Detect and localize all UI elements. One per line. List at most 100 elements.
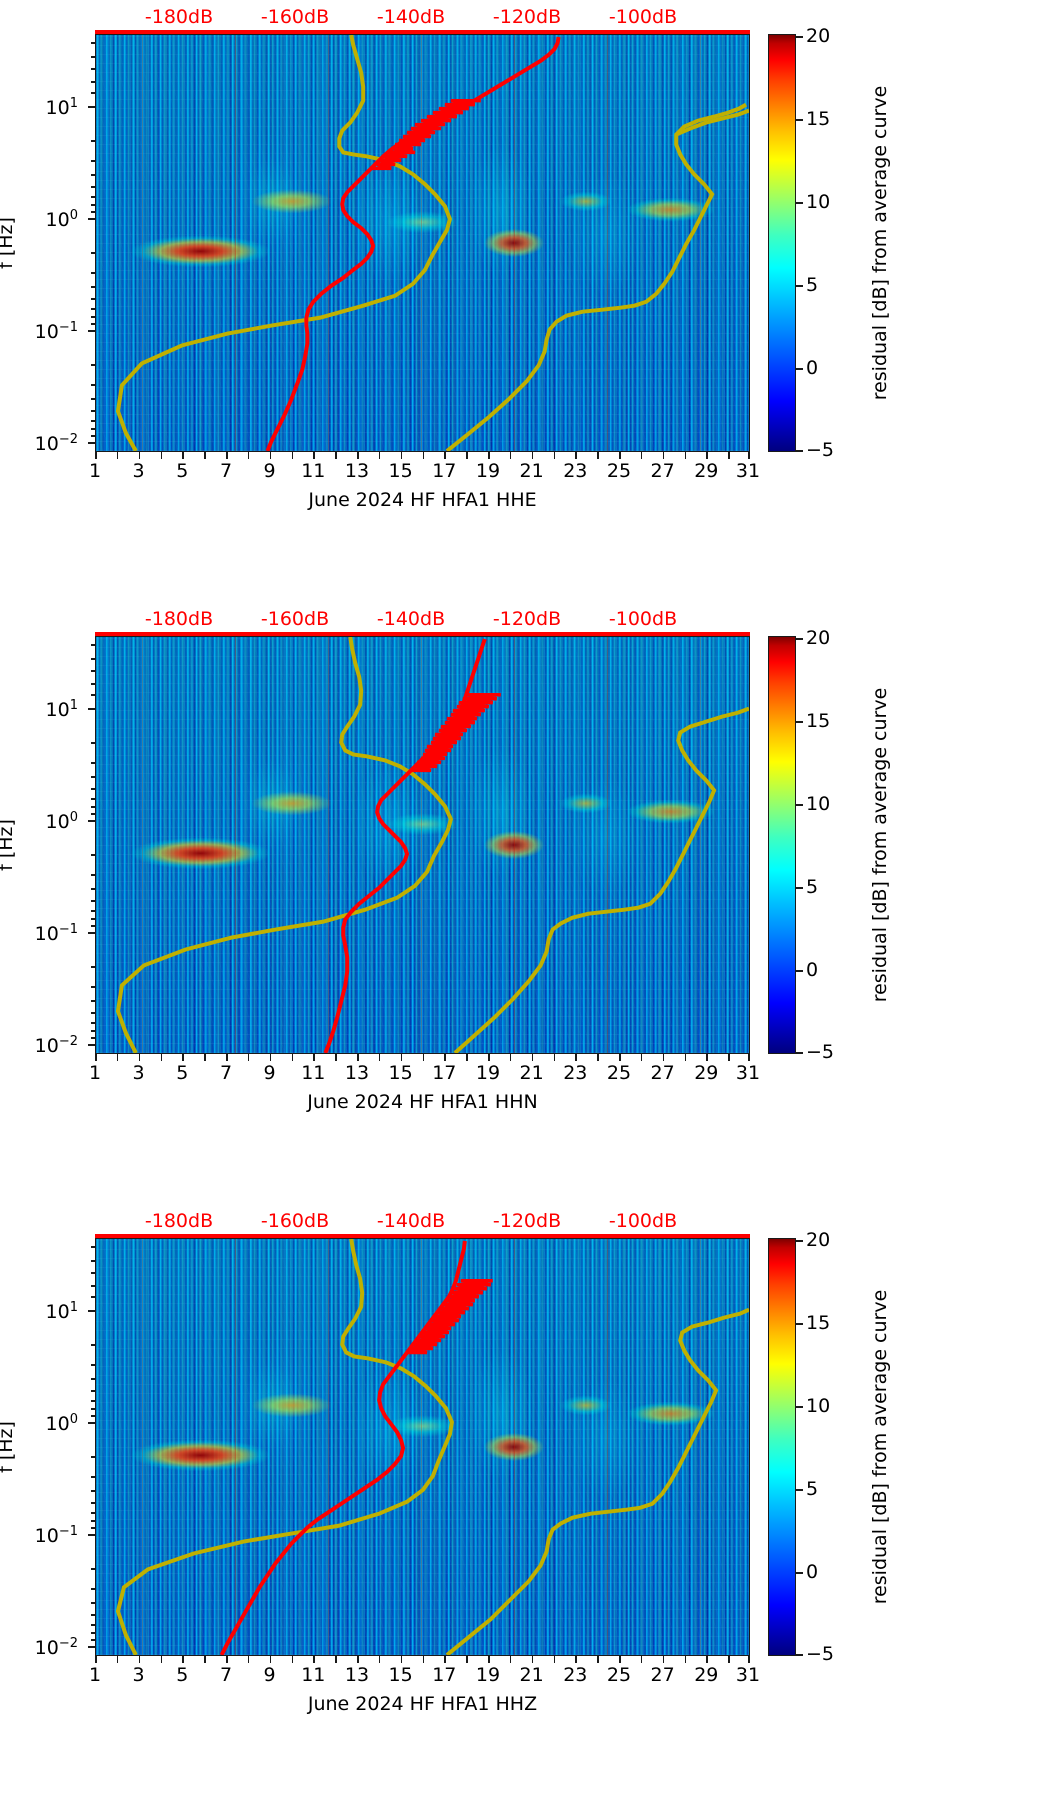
x-tick-label: 21 [519, 1664, 544, 1686]
x-tick-label: 19 [475, 1664, 501, 1686]
y-tick-label-10e1: 101 [45, 1299, 78, 1324]
y-tick-label-10e-1: 10−1 [34, 319, 78, 344]
y-tick-label-10e0: 100 [45, 1411, 78, 1436]
x-tick-label: 31 [735, 1664, 761, 1686]
db-label-0: -180dB [144, 1210, 214, 1232]
x-tick-label: 29 [694, 1062, 719, 1084]
x-tick-label: 5 [176, 1664, 189, 1686]
x-tick-label: 25 [606, 1062, 632, 1084]
x-axis-labels: 1 3 5 7 9 11 13 15 17 19 21 23 25 27 29 … [0, 1061, 1052, 1087]
overlay-curves-hhn [115, 637, 749, 1053]
spectrogram-panel-hhz: -180dB -160dB -140dB -120dB -100dB [0, 1204, 1052, 1806]
db-label-4: -100dB [608, 608, 678, 630]
panel-title-hhe: June 2024 HF HFA1 HHE [308, 489, 537, 511]
db-label-1: -160dB [260, 1210, 330, 1232]
x-tick-label: 13 [344, 1062, 370, 1084]
x-tick-label: 13 [344, 460, 370, 482]
x-tick-label: 31 [735, 1062, 761, 1084]
x-tick-label: 21 [519, 460, 544, 482]
x-tick-label: 11 [301, 460, 326, 482]
spectrogram-texture [96, 1239, 749, 1655]
colorbar-tick-label: 0 [806, 1561, 819, 1583]
y-axis-title: f [Hz] [0, 819, 17, 871]
x-tick-label: 15 [388, 1664, 413, 1686]
db-label-3: -120dB [492, 1210, 562, 1232]
y-axis-title: f [Hz] [0, 217, 17, 269]
x-tick-label: 15 [388, 1062, 413, 1084]
yellow-curve-low [115, 637, 454, 1053]
colorbar-tick-label: 20 [806, 25, 831, 47]
overlay-curves-hhe [115, 35, 749, 451]
colorbar-ticks [796, 636, 803, 1054]
red-psd-curve [265, 36, 561, 451]
colorbar-tick-label: 10 [806, 793, 831, 815]
x-tick-label: 27 [650, 1664, 675, 1686]
x-tick-label: 9 [263, 1062, 276, 1084]
colorbar-tick-label: 10 [806, 1395, 831, 1417]
x-tick-label: 3 [132, 460, 145, 482]
colorbar-tick-label: 0 [806, 357, 819, 379]
y-tick-label-10e-2: 10−2 [34, 431, 78, 456]
colorbar-tick-label: 5 [806, 1478, 819, 1500]
y-axis-labels: 101 100 10−1 10−2 [0, 1238, 88, 1659]
x-axis-ticks [95, 452, 750, 459]
colorbar-labels: 20 15 10 5 0 −5 [806, 627, 866, 1063]
y-tick-label-10e-1: 10−1 [34, 921, 78, 946]
db-label-2: -140dB [376, 608, 446, 630]
x-tick-label: 1 [88, 460, 102, 482]
db-label-2: -140dB [376, 1210, 446, 1232]
x-tick-label: 5 [176, 1062, 189, 1084]
x-tick-label: 19 [475, 460, 501, 482]
yellow-curve-low [115, 1239, 454, 1655]
x-tick-label: 29 [694, 1664, 719, 1686]
yellow-curve-high [445, 1307, 749, 1655]
red-psd-curve [323, 638, 487, 1053]
y-tick-label-10e1: 101 [45, 697, 78, 722]
top-db-axis-labels: -180dB -160dB -140dB -120dB -100dB [0, 608, 1052, 632]
top-db-axis-labels: -180dB -160dB -140dB -120dB -100dB [0, 1210, 1052, 1234]
colorbar-gradient [768, 636, 796, 1054]
x-axis-labels: 1 3 5 7 9 11 13 15 17 19 21 23 25 27 29 … [0, 1663, 1052, 1689]
texture-microseism-band [96, 35, 749, 451]
colorbar-ticks [796, 1238, 803, 1656]
x-tick-label: 31 [735, 460, 761, 482]
db-label-2: -140dB [376, 6, 446, 28]
x-tick-label: 29 [694, 460, 719, 482]
x-tick-label: 25 [606, 460, 632, 482]
db-label-1: -160dB [260, 6, 330, 28]
x-tick-label: 15 [388, 460, 413, 482]
x-tick-label: 7 [219, 1664, 233, 1686]
x-tick-label: 27 [650, 1062, 675, 1084]
colorbar-tick-label: 15 [806, 108, 831, 130]
x-tick-label: 7 [219, 460, 233, 482]
texture-hot-lines [96, 1239, 749, 1655]
colorbar-tick-label: 20 [806, 1229, 831, 1251]
db-label-3: -120dB [492, 608, 562, 630]
x-tick-label: 5 [176, 460, 189, 482]
x-tick-label: 13 [344, 1664, 370, 1686]
x-tick-label: 23 [563, 1062, 588, 1084]
y-tick-label-10e1: 101 [45, 95, 78, 120]
spectrogram-panel-hhe: -180dB -160dB -140dB -120dB -100dB [0, 0, 1052, 602]
x-tick-label: 19 [475, 1062, 501, 1084]
yellow-curve-high [453, 706, 749, 1053]
db-label-0: -180dB [144, 608, 214, 630]
x-tick-label: 25 [606, 1664, 632, 1686]
x-tick-label: 17 [432, 460, 457, 482]
x-tick-label: 9 [263, 1664, 276, 1686]
colorbar-title: residual [dB] from average curve [869, 1289, 891, 1605]
colorbar-gradient [768, 34, 796, 452]
db-label-3: -120dB [492, 6, 562, 28]
colorbar-tick-label: 10 [806, 191, 831, 213]
spectrogram-image-hhn [95, 636, 750, 1054]
colorbar-tick-label: −5 [806, 1041, 835, 1063]
top-db-axis-labels: -180dB -160dB -140dB -120dB -100dB [0, 6, 1052, 30]
x-tick-label: 1 [88, 1062, 102, 1084]
x-tick-label: 11 [301, 1062, 326, 1084]
colorbar-tick-label: 20 [806, 627, 831, 649]
colorbar-tick-label: 15 [806, 1312, 831, 1334]
x-axis-labels: 1 3 5 7 9 11 13 15 17 19 21 23 25 27 29 … [0, 459, 1052, 485]
y-axis-ticks [88, 636, 95, 1054]
colorbar-tick-label: 5 [806, 876, 819, 898]
